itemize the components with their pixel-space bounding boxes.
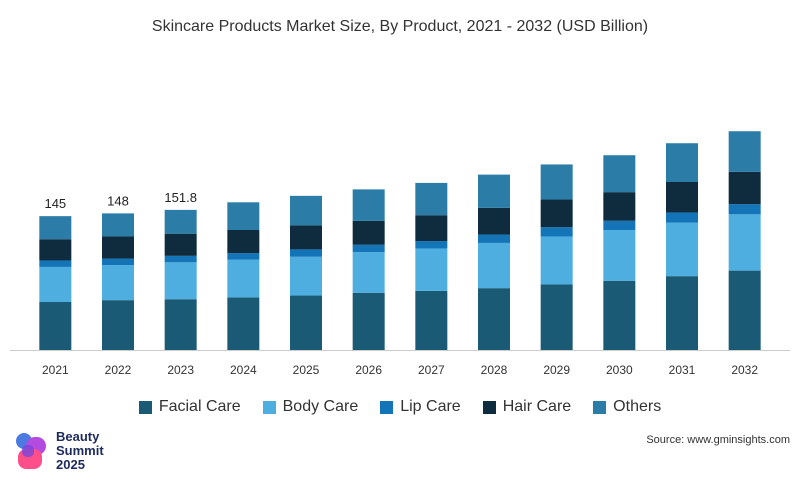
bar-lip-care-2021 [39,260,72,267]
bar-hair-care-2026 [352,220,385,245]
bar-hair-care-2027 [415,215,448,242]
x-tick-label-2024: 2024 [230,363,257,377]
bar-body-care-2027 [415,248,448,291]
bar-lip-care-2032 [728,204,761,215]
bar-others-2032 [728,131,761,172]
bar-hair-care-2022 [102,236,134,259]
legend-label-facial-care: Facial Care [158,398,241,415]
bar-hair-care-2030 [603,192,636,221]
legend-label-lip-care: Lip Care [400,398,461,415]
bar-hair-care-2024 [227,230,260,254]
legend-swatch-facial-care [138,400,152,414]
bar-hair-care-2032 [728,171,761,205]
bar-facial-care-2030 [603,280,636,350]
bar-facial-care-2022 [102,300,134,350]
x-tick-label-2032: 2032 [731,363,758,377]
bar-others-2028 [478,174,510,208]
stacked-bar-chart: 2021 145 2022 148 2023 151.8 2024 2025 2026 2027 2… [10,131,790,377]
legend-swatch-lip-care [380,400,394,414]
logo-line-1: Beauty [56,429,100,444]
bar-others-2024 [227,202,260,230]
bar-hair-care-2031 [666,182,698,213]
bar-body-care-2031 [666,222,698,277]
bar-facial-care-2024 [227,297,260,350]
bar-lip-care-2030 [603,220,636,230]
bar-lip-care-2025 [290,249,322,257]
bar-facial-care-2026 [352,292,385,350]
x-tick-label-2021: 2021 [42,363,69,377]
x-tick-label-2030: 2030 [606,363,633,377]
legend-label-body-care: Body Care [282,398,359,415]
chart-title: Skincare Products Market Size, By Produc… [151,18,649,35]
bar-lip-care-2029 [540,227,573,237]
bar-lip-care-2023 [164,255,197,263]
bar-others-2029 [540,164,573,200]
bar-hair-care-2028 [478,207,510,235]
bar-body-care-2028 [478,242,510,289]
bar-others-2021 [39,216,72,240]
bar-hair-care-2029 [540,199,573,228]
x-tick-label-2022: 2022 [105,363,132,377]
bar-lip-care-2031 [666,212,698,223]
chart-legend: Facial Care Body Care Lip Care Hair Care Oth… [0,398,800,416]
bar-body-care-2032 [728,214,761,271]
bar-others-2031 [666,143,698,182]
bar-lip-care-2022 [102,258,134,266]
bar-others-2025 [290,195,322,226]
data-label-2022: 148 [107,193,129,208]
bar-body-care-2024 [227,259,260,298]
bar-body-care-2022 [102,265,134,301]
bar-body-care-2021 [39,266,72,302]
bar-facial-care-2029 [540,284,573,350]
bar-facial-care-2027 [415,290,448,350]
data-label-2021: 145 [44,196,66,211]
bar-others-2027 [415,182,448,216]
bar-facial-care-2023 [164,299,197,350]
legend-swatch-hair-care [482,400,496,414]
source-note: Source: www.gminsights.com [646,434,790,446]
bar-body-care-2025 [290,256,322,296]
logo-line-3: 2025 [56,457,85,472]
bar-facial-care-2031 [666,276,698,350]
x-tick-label-2028: 2028 [481,363,508,377]
x-tick-label-2031: 2031 [669,363,696,377]
bar-others-2023 [164,209,197,234]
bar-body-care-2030 [603,230,636,281]
bar-lip-care-2024 [227,253,260,260]
bar-others-2030 [603,155,636,193]
bar-lip-care-2026 [352,244,385,253]
legend-swatch-others [593,400,607,414]
bar-others-2022 [102,213,134,237]
bar-others-2026 [352,189,385,221]
bar-hair-care-2023 [164,233,197,256]
bar-body-care-2026 [352,252,385,293]
legend-item-facial-care: Facial Care [138,398,241,416]
legend-item-hair-care: Hair Care [482,398,572,416]
bar-facial-care-2032 [728,270,761,350]
bar-body-care-2029 [540,236,573,285]
data-label-2023: 151.8 [164,190,197,205]
x-tick-label-2027: 2027 [418,363,445,377]
logo-line-2: Summit [56,443,104,458]
bar-hair-care-2025 [290,225,322,250]
bar-facial-care-2025 [290,295,322,350]
bar-facial-care-2028 [478,288,510,350]
legend-label-others: Others [613,398,662,415]
beauty-summit-logo: Beauty Summit 2025 [14,430,104,472]
legend-swatch-body-care [262,400,276,414]
bar-lip-care-2027 [415,241,448,249]
bar-hair-care-2021 [39,239,72,261]
x-tick-label-2026: 2026 [355,363,382,377]
x-tick-label-2029: 2029 [543,363,570,377]
legend-item-lip-care: Lip Care [380,398,461,416]
legend-item-others: Others [593,398,661,416]
legend-label-hair-care: Hair Care [502,398,572,415]
logo-mark-icon [16,433,46,469]
bar-facial-care-2021 [39,302,72,350]
bar-body-care-2023 [164,262,197,300]
x-tick-label-2025: 2025 [293,363,320,377]
bar-lip-care-2028 [478,234,510,243]
legend-item-body-care: Body Care [262,398,359,416]
x-tick-label-2023: 2023 [167,363,194,377]
